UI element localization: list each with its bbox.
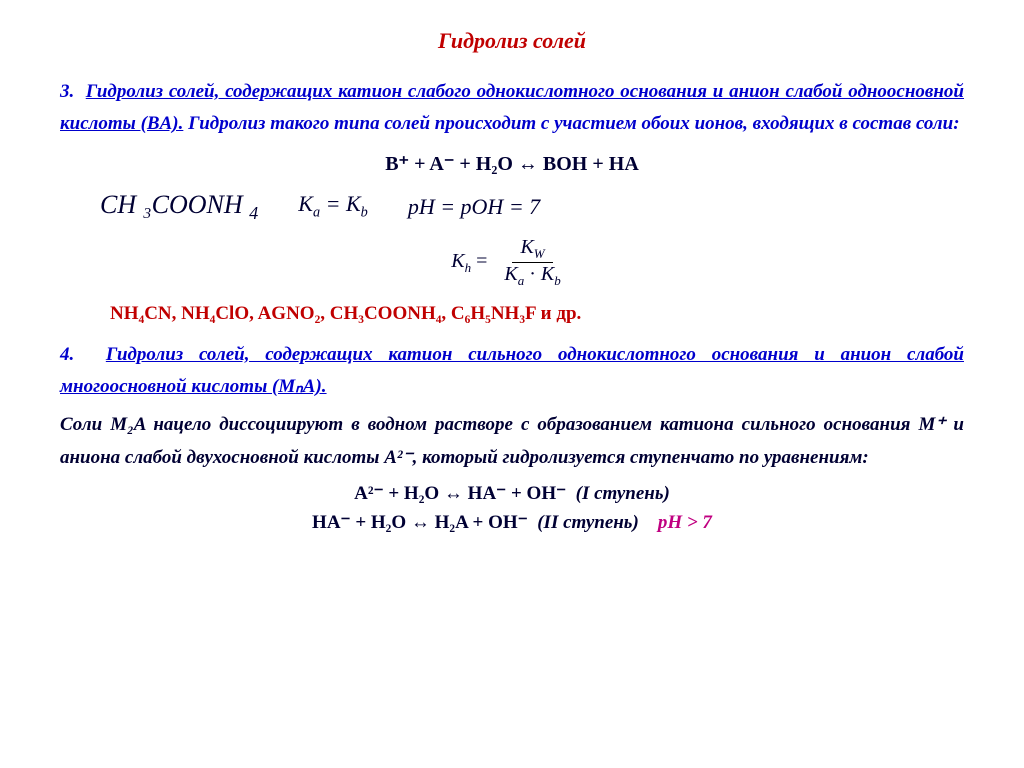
salt-formula-sub: 4: [249, 203, 258, 223]
ph-result: pH > 7: [658, 512, 712, 533]
section-3-heading: 3. Гидролиз солей, содержащих катион сла…: [60, 76, 964, 141]
section-3-examples: NH₄CN, NH₄ClO, AGNO₂, CH₃COONH₄, C₆H₅NH₃…: [110, 303, 964, 325]
section-4-eq-2: HA⁻ + H₂O ↔ H₂A + OH⁻ (II ступень) pH > …: [60, 511, 964, 534]
section-3-tail: Гидролиз такого типа солей происходит с …: [188, 113, 959, 134]
salt-formula-main: CH ₃COONH: [100, 190, 243, 219]
section-3-num: 3.: [60, 81, 74, 102]
section-3-constants-row: CH ₃COONH 4 Ka = Kb pH = pOH = 7: [100, 190, 964, 224]
page-title: Гидролиз солей: [60, 28, 964, 54]
ph-eq: pH = pOH = 7: [408, 194, 540, 220]
ka-eq: Ka = Kb: [298, 191, 368, 221]
salt-formula: CH ₃COONH 4: [100, 190, 258, 224]
section-4-underlined: Гидролиз солей, содержащих катион сильно…: [60, 344, 964, 397]
section-4-body: Соли M₂A нацело диссоциируют в водном ра…: [60, 409, 964, 474]
kh-equation: Kh = KW Ka · Kb: [60, 236, 964, 289]
eq2-step: (II ступень): [537, 512, 639, 533]
eq1-formula: A²⁻ + H₂O ↔ HA⁻ + OH⁻: [354, 483, 566, 504]
section-4-num: 4.: [60, 344, 74, 365]
section-3-equation-1: B⁺ + A⁻ + H₂O ↔ BOH + HA: [60, 151, 964, 176]
eq1-step: (I ступень): [576, 483, 670, 504]
eq2-formula: HA⁻ + H₂O ↔ H₂A + OH⁻: [312, 512, 528, 533]
section-4-eq-1: A²⁻ + H₂O ↔ HA⁻ + OH⁻ (I ступень): [60, 482, 964, 505]
kh-fraction: KW Ka · Kb: [496, 236, 568, 289]
section-4-heading: 4. Гидролиз солей, содержащих катион сил…: [60, 339, 964, 404]
